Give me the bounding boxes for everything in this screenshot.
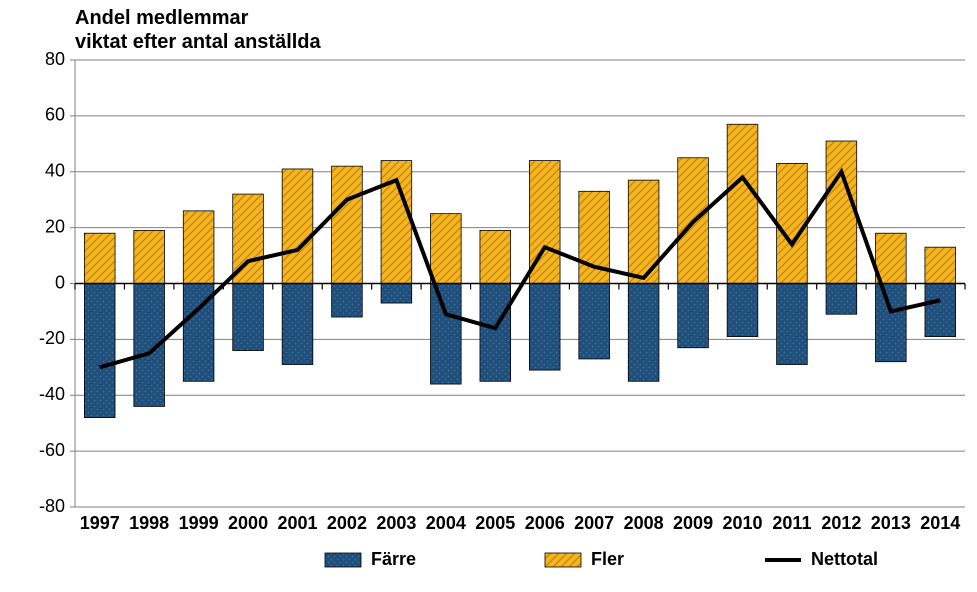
ytick-label: 20 xyxy=(45,216,65,236)
bar-farre xyxy=(876,284,907,362)
line-nettotal xyxy=(100,172,941,368)
legend-item-nettotal: Nettotal xyxy=(765,549,878,569)
legend-item-fler: Fler xyxy=(545,549,624,569)
chart-container: Andel medlemmar viktat efter antal anstä… xyxy=(0,0,977,592)
bar-farre xyxy=(381,284,412,304)
xtick-label: 1999 xyxy=(179,513,219,533)
xtick-label: 2014 xyxy=(920,513,960,533)
chart-svg: 1997199819992000200120022003200420052006… xyxy=(0,0,977,592)
bar-fler xyxy=(480,230,511,283)
bar-farre xyxy=(579,284,610,359)
xtick-label: 2012 xyxy=(821,513,861,533)
xtick-label: 2005 xyxy=(475,513,515,533)
bar-farre xyxy=(826,284,857,315)
bar-fler xyxy=(134,230,165,283)
xtick-label: 2010 xyxy=(722,513,762,533)
bar-fler xyxy=(84,233,115,283)
bar-farre xyxy=(678,284,709,348)
bar-fler xyxy=(777,163,808,283)
xtick-label: 2000 xyxy=(228,513,268,533)
ytick-label: -80 xyxy=(39,496,65,516)
ytick-label: -60 xyxy=(39,440,65,460)
line-layer xyxy=(100,172,941,368)
bar-fler xyxy=(826,141,857,283)
bar-farre xyxy=(233,284,264,351)
bar-farre xyxy=(431,284,462,385)
xtick-label: 1997 xyxy=(80,513,120,533)
bar-farre xyxy=(529,284,560,371)
xtick-label: 2001 xyxy=(277,513,317,533)
xtick-label: 2011 xyxy=(772,513,811,533)
bar-fler xyxy=(727,124,758,283)
ytick-label: -40 xyxy=(39,384,65,404)
bars-layer xyxy=(84,124,955,417)
xticks-layer: 1997 1998 1999 2000 2001 2002 2003 2004 2005 2006… xyxy=(80,513,961,533)
xtick-label: 2008 xyxy=(624,513,664,533)
bar-fler xyxy=(183,211,214,284)
chart-title: Andel medlemmar viktat efter antal anstä… xyxy=(75,6,321,54)
xtick-label: 2004 xyxy=(426,513,466,533)
bar-farre xyxy=(282,284,313,365)
bar-farre xyxy=(628,284,659,382)
xtick-label: 2006 xyxy=(525,513,565,533)
bar-fler xyxy=(431,214,462,284)
legend-label: Fler xyxy=(591,549,624,569)
yticks-layer: -80 -60 -40 -20 0 20 40 60 80 xyxy=(39,49,75,516)
ytick-label: 40 xyxy=(45,161,65,181)
bar-fler xyxy=(925,247,956,283)
bar-farre xyxy=(480,284,511,382)
legend-label: Färre xyxy=(371,549,416,569)
xtick-label: 2009 xyxy=(673,513,713,533)
bar-farre xyxy=(84,284,115,418)
bar-farre xyxy=(727,284,758,337)
ytick-label: 60 xyxy=(45,105,65,125)
bar-fler xyxy=(282,169,313,284)
bar-farre xyxy=(332,284,363,318)
legend-label: Nettotal xyxy=(811,549,878,569)
ytick-label: 0 xyxy=(55,272,65,292)
xtick-label: 2002 xyxy=(327,513,367,533)
bar-farre xyxy=(925,284,956,337)
legend-layer: Färre Fler Nettotal xyxy=(325,549,878,569)
ytick-label: 80 xyxy=(45,49,65,69)
xtick-label: 2003 xyxy=(376,513,416,533)
xtick-label: 1998 xyxy=(129,513,169,533)
bar-farre xyxy=(777,284,808,365)
legend-item-farre: Färre xyxy=(325,549,416,569)
xtick-label: 2007 xyxy=(574,513,614,533)
xtick-label: 2013 xyxy=(871,513,911,533)
ytick-label: -20 xyxy=(39,328,65,348)
bar-fler xyxy=(332,166,363,283)
